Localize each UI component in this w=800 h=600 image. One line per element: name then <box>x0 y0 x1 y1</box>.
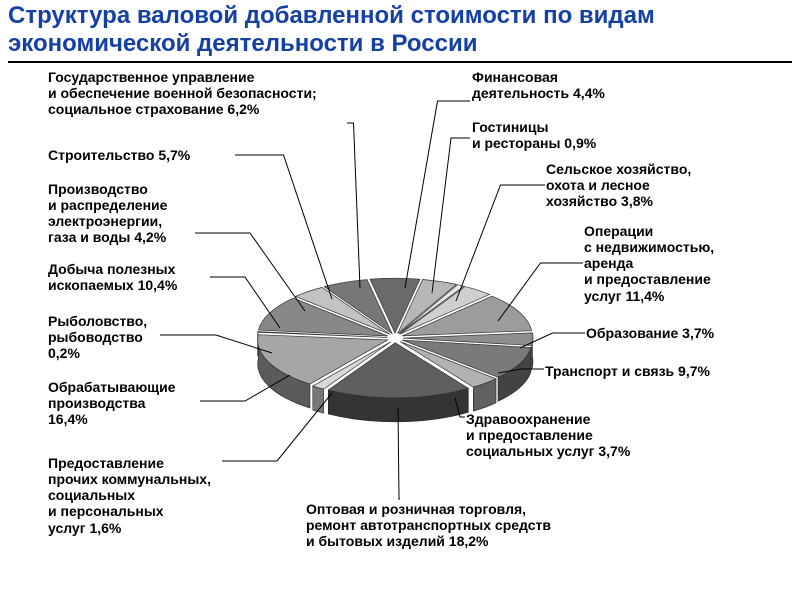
slice-label: Строительство 5,7% <box>48 147 190 163</box>
slice-label: Операции с недвижимостью, аренда и предо… <box>584 223 714 303</box>
slice-label: Здравоохранение и предоставление социаль… <box>466 411 630 459</box>
slice-label: Рыболовство, рыбоводство 0,2% <box>48 313 147 361</box>
slice-label: Гостиницы и рестораны 0,9% <box>472 119 596 151</box>
slice-label: Обрабатывающие производства 16,4% <box>48 379 176 427</box>
slice-label: Транспорт и связь 9,7% <box>545 363 710 379</box>
slice-label: Оптовая и розничная торговля, ремонт авт… <box>306 501 551 549</box>
leader-line <box>456 185 545 301</box>
slice-label: Предоставление прочих коммунальных, соци… <box>48 455 211 535</box>
slice-label: Добыча полезных ископаемых 10,4% <box>48 261 177 293</box>
slice-label: Производство и распределение электроэнер… <box>48 181 167 245</box>
leader-line <box>235 155 332 299</box>
leader-line <box>195 233 305 311</box>
leader-line <box>405 101 470 288</box>
slice-label: Финансовая деятельность 4,4% <box>472 69 605 101</box>
leader-line <box>432 138 470 293</box>
page-title: Структура валовой добавленной стоимости … <box>8 0 792 63</box>
slice-label: Образование 3,7% <box>586 325 714 341</box>
pie-chart-area: Государственное управление и обеспечение… <box>0 63 800 600</box>
slice-label: Сельское хозяйство, охота и лесное хозяй… <box>546 161 691 209</box>
leader-line <box>160 335 272 353</box>
leader-line <box>347 123 360 288</box>
slice-label: Государственное управление и обеспечение… <box>48 69 317 117</box>
